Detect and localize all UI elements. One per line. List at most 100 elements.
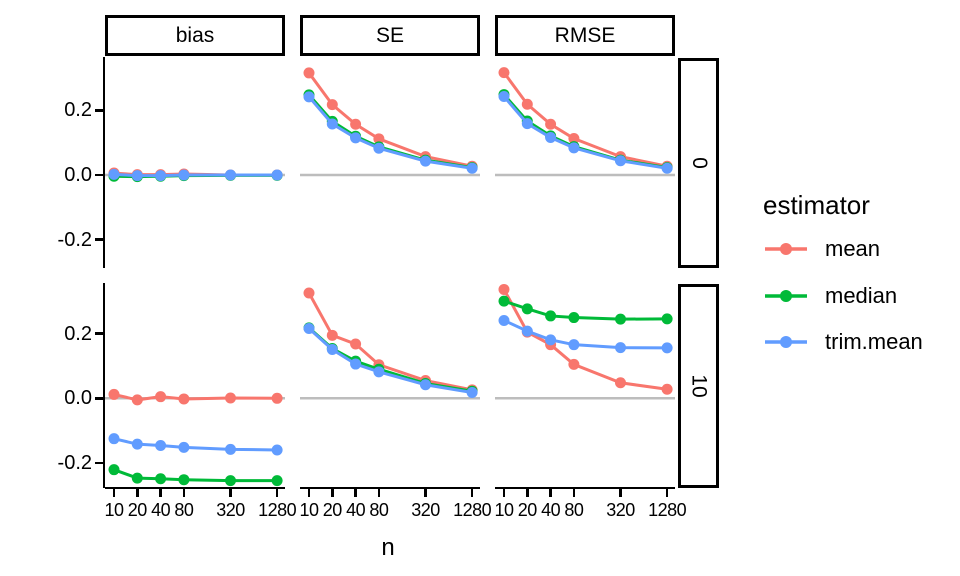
point-mean [303,67,315,79]
point-trim.mean [466,386,478,398]
x-axis-title: n [381,534,395,561]
point-trim.mean [178,169,190,181]
point-mean [108,388,120,400]
legend-label: trim.mean [825,329,923,354]
y-tick-mark [95,173,103,177]
point-mean [521,98,533,110]
x-tick-label: 40 [541,500,561,520]
point-median [568,312,580,324]
line-mean [502,288,668,391]
point-trim.mean [521,118,533,130]
point-trim.mean [545,132,557,144]
legend-entry-median: median [764,283,897,309]
point-trim.mean [373,366,385,378]
point-median [498,295,510,307]
point-median [178,474,190,486]
panel-SE-row10 [300,287,480,400]
x-tick-mark [549,489,552,497]
point-trim.mean [568,142,580,154]
point-median [155,473,167,485]
y-tick-mark [95,109,103,112]
x-tick-mark [159,489,162,497]
legend-key-icon [765,290,807,302]
point-trim.mean [466,162,478,174]
x-tick-mark [229,489,232,497]
point-trim.mean [661,162,673,174]
x-tick-label: 320 [216,500,245,520]
x-axis-line [495,486,675,489]
point-trim.mean [661,342,673,354]
x-tick-mark [331,489,334,497]
x-tick-mark [470,489,474,497]
x-tick-label: 80 [369,500,389,520]
line-trim.mean [502,95,668,170]
point-trim.mean [108,433,120,445]
x-tick-label: 1280 [453,500,492,520]
facet-strip-rmse-label: RMSE [554,23,616,47]
facet-strip-bias-label: bias [175,23,215,47]
x-tick-label: 10 [104,500,124,520]
x-axis-line [300,486,480,489]
legend-label: median [825,283,898,308]
point-median [521,303,533,315]
point-trim.mean [350,358,362,370]
point-mean [271,392,283,404]
y-tick-mark [95,238,103,241]
panel-SE-row0 [300,67,480,177]
panel-RMSE-row0 [495,67,675,177]
panel-RMSE-row10 [495,283,675,400]
point-trim.mean [178,441,190,453]
facet-strip-se: SE [300,15,480,56]
x-tick-mark [136,489,139,497]
point-trim.mean [131,438,143,450]
x-tick-mark [354,489,357,497]
x-tick-mark [377,489,381,497]
x-tick-label: 20 [517,500,538,520]
x-tick-label: 1280 [258,500,297,520]
legend-key-dot [780,243,792,255]
point-median [224,475,236,487]
point-mean [326,329,338,341]
point-median [614,313,626,325]
point-mean [568,133,580,145]
x-tick-mark [619,489,622,497]
x-tick-label: 20 [127,500,148,520]
x-axis-line [105,486,285,489]
point-trim.mean [224,443,236,455]
facet-strip-row-10: 10 [678,284,719,488]
y-tick-label: 0.0 [64,387,92,410]
line-mean [307,72,473,168]
point-trim.mean [521,325,533,337]
x-tick-label: 80 [564,500,584,520]
y-tick-label: 0.2 [64,99,92,122]
point-mean [155,391,167,403]
point-trim.mean [419,155,431,167]
x-tick-mark [275,489,279,497]
legend-key-dot [780,336,792,348]
point-mean [326,99,338,111]
y-tick-label: 0.2 [64,322,92,345]
point-median [661,313,673,325]
y-axis-line [102,57,105,268]
point-median [131,472,143,484]
point-trim.mean [498,91,510,103]
point-trim.mean [326,118,338,130]
line-trim.mean [307,95,473,170]
point-mean [131,394,143,406]
x-tick-label: 1280 [648,500,687,520]
x-tick-mark [526,489,529,497]
point-mean [498,283,510,295]
facet-strip-se-label: SE [375,23,404,47]
panel-bias-row10 [105,388,285,487]
point-trim.mean [224,169,236,181]
x-tick-label: 320 [411,500,440,520]
x-tick-label: 10 [299,500,319,520]
point-median [545,310,557,322]
y-tick-label: -0.2 [57,451,92,474]
x-tick-mark [572,489,576,497]
facet-strip-row-0-label: 0 [687,157,711,169]
x-tick-mark [112,489,116,497]
x-tick-label: 40 [346,500,366,520]
legend-key-dot [780,290,792,302]
point-trim.mean [271,444,283,456]
